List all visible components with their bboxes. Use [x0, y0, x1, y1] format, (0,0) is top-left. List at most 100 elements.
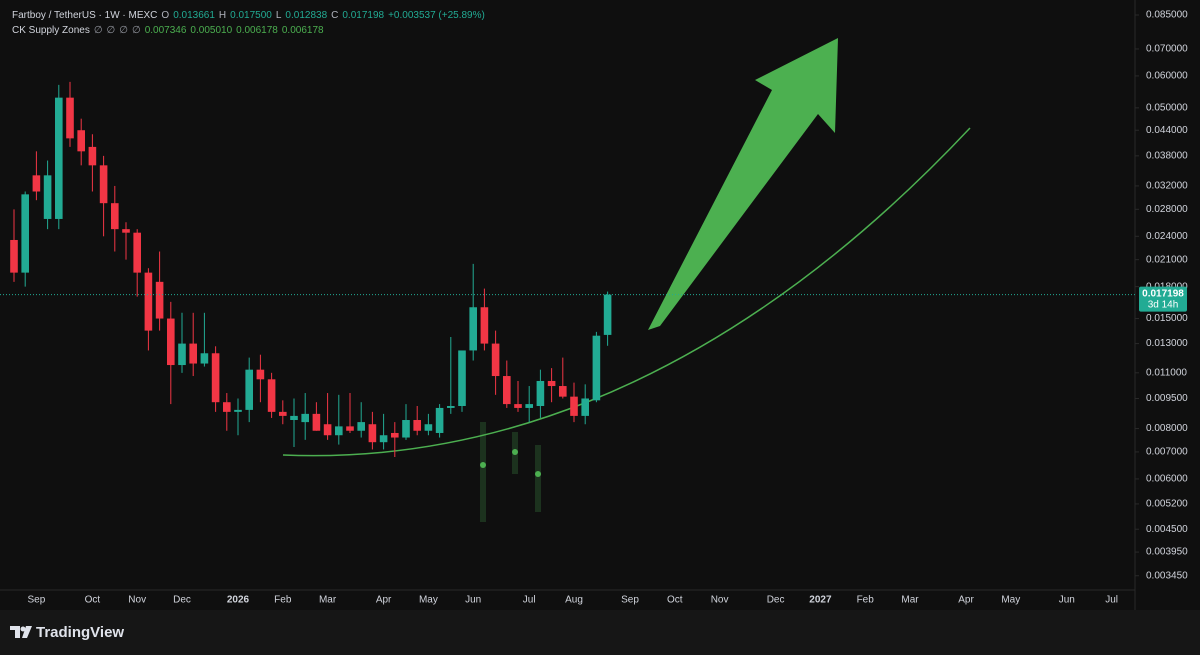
candle-body — [368, 424, 377, 443]
candle-body — [32, 175, 41, 192]
supply-dot — [480, 462, 486, 468]
y-tick-label: 0.024000 — [1146, 231, 1188, 242]
x-tick-label: May — [419, 595, 438, 606]
x-tick-label: Jul — [1105, 595, 1118, 606]
x-tick-label: 2026 — [227, 595, 250, 606]
x-tick-label: Dec — [767, 595, 785, 606]
indicator-name: CK Supply Zones — [12, 25, 90, 36]
indicator-legend: CK Supply Zones ∅ ∅ ∅ ∅ 0.007346 0.005010 0.006… — [12, 25, 324, 36]
candle-body — [133, 232, 141, 273]
candle-body — [547, 380, 556, 387]
x-tick-label: Sep — [28, 595, 46, 606]
candle-body — [189, 343, 197, 364]
x-tick-label: May — [1001, 595, 1020, 606]
ohlc-value: 0.017500 — [230, 10, 272, 21]
indicator-flag: ∅ — [93, 25, 103, 36]
candle-body — [480, 307, 489, 344]
candle-body — [435, 407, 444, 433]
candle-body — [536, 380, 545, 407]
indicator-value: 0.006178 — [236, 25, 278, 36]
candle-body — [279, 411, 287, 416]
ohlc-key: H — [218, 10, 227, 21]
candle-body — [88, 146, 97, 166]
candle-body — [503, 376, 511, 405]
x-tick-label: Jul — [523, 595, 536, 606]
indicator-flag: ∅ — [131, 25, 141, 36]
arrow — [648, 38, 838, 330]
candle-body — [424, 424, 433, 431]
candle-body — [211, 353, 220, 403]
symbol: Fartboy / TetherUS · 1W · MEXC — [12, 10, 158, 21]
x-tick-label: Nov — [711, 595, 729, 606]
y-tick-label: 0.032000 — [1146, 181, 1188, 192]
x-tick-label: Feb — [857, 595, 875, 606]
candle-body — [77, 130, 85, 152]
candle-body — [312, 413, 321, 431]
x-tick-label: Feb — [274, 595, 292, 606]
ohlc-key: O — [161, 10, 170, 21]
ohlc-value: 0.012838 — [285, 10, 328, 21]
candle-body — [234, 409, 242, 412]
candle-body — [603, 294, 612, 335]
indicator-flag: ∅ — [106, 25, 116, 36]
candle-body — [559, 386, 567, 397]
ohlc-value: 0.017198 — [342, 10, 385, 21]
y-tick-label: 0.003950 — [1146, 547, 1188, 558]
candle-body — [458, 350, 466, 407]
candle-body — [122, 229, 130, 233]
brand: TradingView — [36, 624, 124, 641]
candle-body — [379, 435, 388, 443]
price-tag-label: 0.017198 — [1142, 288, 1184, 299]
supply-dot — [512, 449, 518, 455]
y-tick-label: 0.060000 — [1146, 71, 1188, 82]
x-tick-label: Jun — [465, 595, 481, 606]
y-tick-label: 0.085000 — [1146, 10, 1188, 21]
x-tick-label: Aug — [565, 595, 583, 606]
footer — [0, 610, 1200, 655]
candle-body — [581, 398, 589, 416]
x-tick-label: Apr — [376, 595, 392, 606]
candle-body — [447, 406, 455, 408]
candle-body — [55, 97, 63, 219]
candle-body — [167, 318, 175, 366]
change: +0.003537 (+25.89%) — [388, 10, 485, 21]
y-tick-label: 0.007000 — [1146, 447, 1188, 458]
candle-body — [413, 420, 421, 431]
candle-body — [178, 343, 186, 366]
y-tick-label: 0.038000 — [1146, 151, 1188, 162]
candle-body — [290, 415, 298, 421]
y-tick-label: 0.006000 — [1146, 474, 1188, 485]
logo-icon — [10, 626, 32, 638]
candle-body — [245, 369, 253, 410]
x-tick-label: Mar — [319, 595, 337, 606]
candle-body — [525, 404, 533, 408]
candle-body — [491, 343, 500, 377]
ohlc-value: 0.013661 — [173, 10, 215, 21]
y-tick-label: 0.013000 — [1146, 338, 1188, 349]
indicator-value: 0.007346 — [144, 25, 187, 36]
price-tag — [1139, 286, 1187, 312]
x-tick-label: Oct — [667, 595, 683, 606]
candle-body — [346, 426, 354, 431]
candle-body — [592, 335, 601, 401]
candle-body — [301, 413, 309, 423]
candle-body — [10, 239, 18, 273]
y-tick-label: 0.008000 — [1146, 423, 1188, 434]
indicator-value: 0.006178 — [281, 25, 324, 36]
y-tick-label: 0.011000 — [1146, 367, 1187, 378]
x-tick-label: Sep — [621, 595, 639, 606]
x-tick-label: Dec — [173, 595, 191, 606]
candle-body — [111, 203, 119, 230]
y-tick-label: 0.070000 — [1146, 44, 1188, 55]
candle-body — [200, 353, 209, 364]
candle-body — [323, 424, 332, 436]
plot: 0.085000 0.070000 0.060000 0.050000 0.044000… — [0, 10, 1188, 606]
countdown: 3d 14h — [1148, 299, 1179, 310]
candle-body — [144, 272, 153, 331]
candle-body — [21, 194, 29, 273]
indicator-value: 0.005010 — [190, 25, 233, 36]
chart-background — [0, 0, 1200, 620]
y-tick-label: 0.044000 — [1146, 125, 1188, 136]
